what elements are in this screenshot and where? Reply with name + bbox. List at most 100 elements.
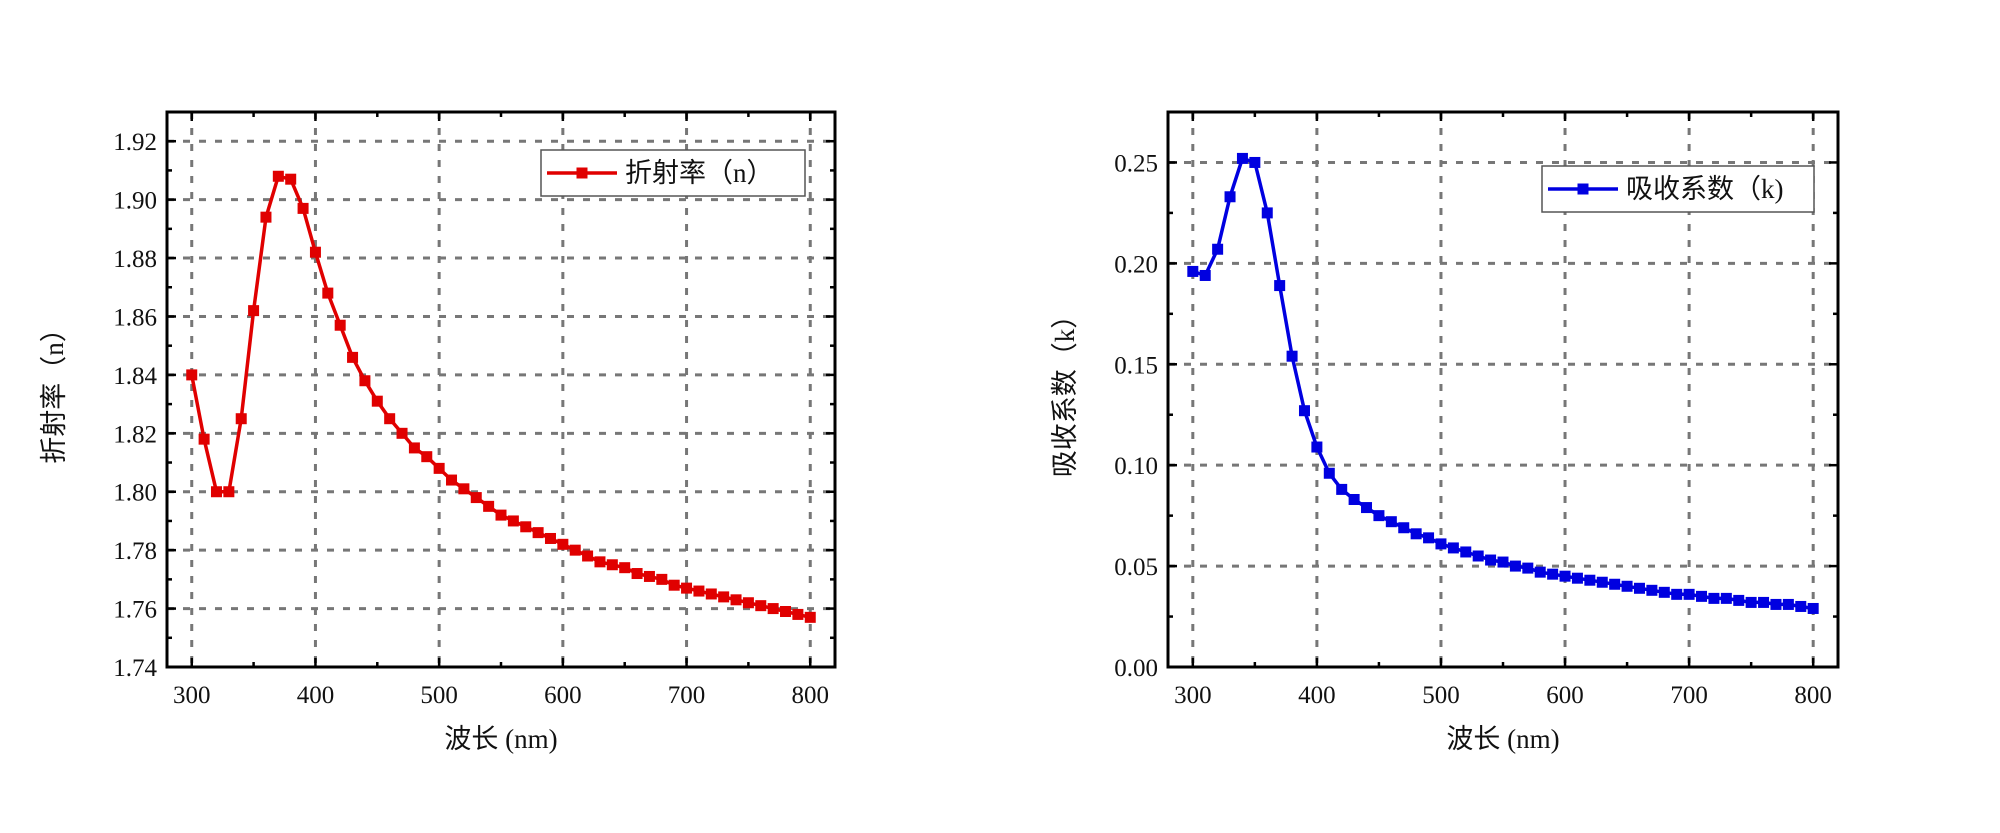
chart-0-data-point-37 [643, 570, 655, 582]
chart-1-data-point-22 [1460, 546, 1472, 558]
chart-0-data-point-47 [767, 603, 779, 615]
chart-1-tick-labels: 300 400 500 600 700 800 0.00 0.05 0.10 0.15 0.20 0.… [1114, 150, 1832, 709]
chart-1-data-point-23 [1472, 550, 1484, 562]
chart-1-data-point-40 [1683, 588, 1695, 600]
chart-0-data-point-46 [755, 600, 767, 612]
chart-0-data-point-12 [334, 319, 346, 331]
chart-0-data-point-27 [520, 521, 532, 533]
chart-0-data-point-32 [582, 550, 594, 562]
chart-1-data-point-38 [1658, 586, 1670, 598]
chart-0-data-point-19 [421, 451, 433, 463]
chart-0-data-point-1 [198, 433, 210, 445]
chart-1-legend: 吸收系数（k) [1541, 165, 1815, 213]
chart-1-x-axis-title: 波长 (nm) [1446, 724, 1559, 754]
chart-1-ytick-label-5: 0.25 [1114, 150, 1158, 177]
chart-0-data-point-38 [656, 573, 668, 585]
chart-0-data-point-35 [619, 562, 631, 574]
chart-0-data-point-0 [186, 369, 198, 381]
chart-1-xtick-label-2: 500 [1422, 682, 1460, 709]
chart-0-plot-frame [165, 110, 837, 669]
chart-1-data-point-19 [1423, 532, 1435, 544]
chart-1-data-point-12 [1336, 483, 1348, 495]
chart-0-data-point-31 [569, 544, 581, 556]
chart-1-data-point-42 [1708, 592, 1720, 604]
chart-0-data-point-36 [631, 568, 643, 580]
chart-0-data-point-14 [359, 375, 371, 387]
chart-1-data-point-4 [1236, 152, 1248, 164]
chart-1-series-0 [1187, 152, 1819, 614]
chart-1-data-point-49 [1795, 600, 1807, 612]
chart-1-data-point-15 [1373, 510, 1385, 522]
chart-1-ytick-label-2: 0.10 [1114, 453, 1158, 480]
chart-1-data-point-30 [1559, 570, 1571, 582]
chart-1-data-point-25 [1497, 556, 1509, 568]
chart-0-data-point-10 [309, 246, 321, 258]
chart-0-data-point-6 [260, 211, 272, 223]
chart-0-data-point-8 [285, 173, 297, 185]
chart-0-data-point-3 [223, 486, 235, 498]
chart-1-data-point-31 [1571, 572, 1583, 584]
chart-1-data-point-18 [1410, 528, 1422, 540]
chart-0-data-point-48 [780, 606, 792, 617]
chart-1-data-point-27 [1522, 562, 1534, 574]
chart-1-data-point-20 [1435, 538, 1447, 550]
chart-0-ytick-label-0: 1.74 [113, 655, 157, 682]
chart-1-data-point-47 [1770, 598, 1782, 610]
chart-1-data-point-5 [1249, 156, 1261, 168]
chart-1-xtick-label-1: 400 [1298, 682, 1336, 709]
chart-1-legend-label: 吸收系数（k) [1626, 174, 1784, 204]
chart-0-data-point-25 [495, 509, 507, 521]
chart-0-data-point-21 [446, 474, 458, 486]
chart-0-ytick-label-8: 1.90 [113, 188, 157, 215]
chart-0-data-point-17 [396, 427, 408, 439]
chart-0-data-point-41 [693, 585, 705, 597]
chart-1-data-point-46 [1758, 596, 1770, 608]
chart-0-data-point-26 [507, 515, 519, 527]
chart-0-data-point-30 [557, 538, 569, 550]
chart-0-series-0 [186, 170, 816, 623]
chart-0-legend-label: 折射率（n） [625, 158, 774, 188]
chart-1-legend-marker [1577, 183, 1589, 195]
chart-1-ytick-label-1: 0.05 [1114, 554, 1158, 581]
chart-0-x-axis-title: 波长 (nm) [444, 724, 557, 754]
chart-1-data-point-48 [1782, 598, 1794, 610]
chart-0-data-point-20 [433, 462, 445, 474]
chart-1-data-point-9 [1298, 405, 1310, 417]
chart-1-xtick-label-5: 800 [1794, 682, 1832, 709]
chart-0-xtick-label-3: 600 [544, 682, 582, 709]
chart-1-data-point-6 [1261, 207, 1273, 219]
chart-0-y-axis-title: 折射率（n） [39, 315, 69, 464]
chart-1-data-point-32 [1584, 574, 1596, 586]
chart-1-data-point-28 [1534, 566, 1546, 578]
chart-1-ytick-label-4: 0.20 [1114, 251, 1158, 278]
chart-0-data-point-5 [248, 305, 260, 317]
chart-1-data-point-21 [1447, 542, 1459, 554]
chart-1-data-point-35 [1621, 580, 1633, 592]
chart-1-data-point-0 [1187, 265, 1199, 277]
chart-0-legend: 折射率（n） [540, 149, 806, 197]
chart-0-data-point-24 [483, 500, 495, 512]
chart-1-data-point-2 [1212, 243, 1224, 255]
chart-0-data-point-2 [210, 486, 222, 498]
chart-0-data-point-16 [384, 413, 396, 425]
chart-1-data-point-41 [1696, 590, 1708, 602]
chart-1-data-point-14 [1361, 502, 1373, 514]
chart-0-data-point-34 [606, 559, 618, 571]
chart-1-data-point-44 [1733, 594, 1745, 606]
chart-0-data-point-40 [681, 582, 693, 594]
chart-0-ytick-label-6: 1.86 [113, 304, 157, 331]
chart-0-data-point-4 [235, 413, 247, 425]
chart-1-gridlines [1168, 112, 1838, 667]
chart-1-data-point-7 [1274, 280, 1286, 292]
chart-0-data-point-50 [804, 611, 816, 623]
chart-1-series-line-0 [1192, 156, 1814, 611]
chart-1-data-point-13 [1348, 493, 1360, 505]
chart-1-y-axis-title: 吸收系数（k） [1050, 302, 1080, 478]
chart-0-data-point-23 [470, 492, 482, 504]
chart-0-ytick-label-7: 1.88 [113, 246, 157, 273]
chart-0-data-point-22 [458, 483, 470, 495]
chart-0-ytick-label-2: 1.78 [113, 538, 157, 565]
chart-1-ytick-label-0: 0.00 [1114, 655, 1158, 682]
chart-1-data-point-24 [1485, 554, 1497, 566]
